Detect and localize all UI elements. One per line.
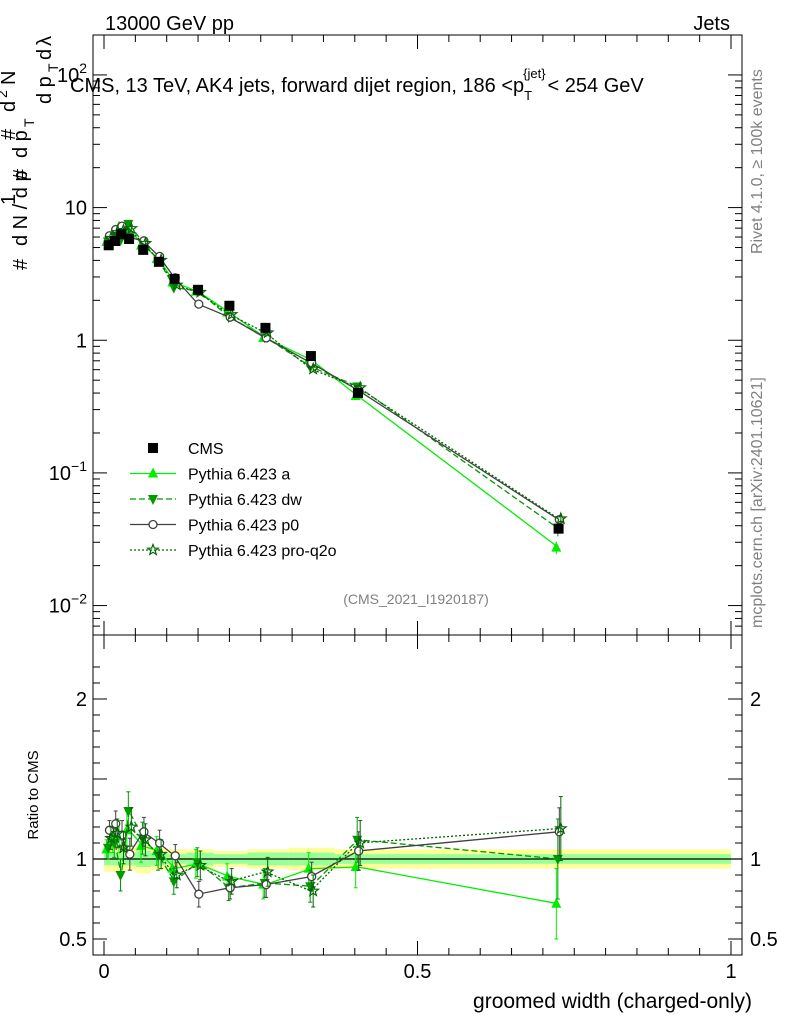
legend-marker-0 bbox=[148, 443, 158, 453]
ratio-y-tick-label-right: 0.5 bbox=[750, 929, 778, 951]
legend-label-2: Pythia 6.423 dw bbox=[188, 492, 302, 509]
svg-text:d: d bbox=[0, 101, 20, 112]
main-y-tick-label: 10−1 bbox=[49, 458, 87, 485]
series-point bbox=[194, 299, 204, 309]
series-point bbox=[306, 361, 321, 375]
ratio-panel bbox=[93, 791, 742, 940]
cms-data-point bbox=[116, 229, 127, 240]
cms-data-point bbox=[224, 300, 235, 311]
ratio-y-tick-label-right: 1 bbox=[750, 849, 761, 871]
ratio-point bbox=[138, 832, 153, 846]
main-panel bbox=[101, 219, 568, 555]
ratio-point bbox=[115, 871, 126, 881]
x-tick-label: 0 bbox=[98, 961, 109, 983]
ratio-point bbox=[116, 840, 131, 854]
ratio-point bbox=[353, 835, 368, 849]
main-y-tick-label: 10−2 bbox=[49, 591, 87, 618]
legend-marker-2 bbox=[148, 495, 158, 505]
ratio-point bbox=[139, 827, 149, 837]
cms-data-point bbox=[193, 284, 204, 295]
ratio-y-tick-label: 2 bbox=[76, 689, 87, 711]
series-point bbox=[224, 307, 239, 321]
ratio-point bbox=[553, 821, 568, 835]
ratio-y-tick-label: 1 bbox=[76, 849, 87, 871]
ratio-point bbox=[354, 846, 364, 856]
legend-label-0: CMS bbox=[188, 441, 224, 458]
series-line-2 bbox=[108, 225, 559, 521]
cms-data-point bbox=[103, 240, 114, 251]
svg-text:N: N bbox=[0, 71, 20, 85]
cms-data-point bbox=[153, 256, 164, 267]
series-point bbox=[551, 541, 562, 552]
ratio-point bbox=[154, 846, 168, 860]
series-point bbox=[553, 511, 568, 525]
cms-data-point bbox=[109, 235, 120, 246]
header-right: Jets bbox=[693, 13, 730, 35]
plot-title: CMS, 13 TeV, AK4 jets, forward dijet reg… bbox=[70, 66, 644, 103]
svg-text:d: d bbox=[34, 49, 56, 60]
series-point bbox=[123, 219, 134, 230]
series-line-3 bbox=[108, 227, 559, 520]
svg-text:#: # bbox=[10, 168, 32, 180]
series-point bbox=[124, 221, 139, 235]
ratio-panel-frame bbox=[92, 634, 743, 956]
svg-text:d p: d p bbox=[10, 130, 32, 158]
axes-ticks: 10−2 10−1 1 10 102 0.5 0.5 1 1 2 2 0 0.5 1 bbox=[49, 34, 778, 983]
ratio-point bbox=[551, 897, 562, 908]
ratio-point bbox=[124, 819, 139, 833]
ratio-point bbox=[261, 879, 271, 890]
x-axis-label: groomed width (charged-only) bbox=[473, 990, 752, 1013]
svg-text:T: T bbox=[45, 63, 61, 72]
main-y-tick-label: 10 bbox=[65, 198, 87, 220]
svg-text:2: 2 bbox=[0, 90, 10, 98]
cms-data-point bbox=[169, 273, 180, 284]
ratio-point bbox=[224, 874, 239, 888]
ratio-point bbox=[307, 871, 317, 882]
ratio-point bbox=[110, 826, 125, 840]
legend-marker-3 bbox=[148, 519, 158, 530]
legend-label-3: Pythia 6.423 p0 bbox=[188, 518, 299, 535]
side-label-mcplots: mcplots.cern.ch [arXiv:2401.10621] bbox=[749, 377, 766, 628]
cms-data-point bbox=[553, 523, 564, 534]
ratio-point bbox=[194, 889, 204, 899]
cms-data-point bbox=[305, 351, 316, 362]
ratio-point bbox=[193, 858, 208, 872]
ratio-point bbox=[167, 862, 178, 873]
cms-data-point bbox=[352, 388, 363, 399]
ratio-y-tick-label-right: 2 bbox=[750, 689, 761, 711]
legend-marker-4 bbox=[146, 542, 160, 556]
svg-text:λ: λ bbox=[34, 36, 56, 46]
main-y-axis-label: # d N / d p 1 # d p T # d 2 N d p T d λ bbox=[0, 36, 61, 270]
main-y-tick-label: 102 bbox=[57, 60, 87, 87]
ratio-point bbox=[135, 840, 146, 851]
ratio-y-tick-label: 0.5 bbox=[59, 929, 87, 951]
svg-text:d N / d p: d N / d p bbox=[10, 170, 32, 246]
ratio-point bbox=[260, 864, 275, 878]
legend: CMS Pythia 6.423 a Pythia 6.423 dw Pythia 6… bbox=[130, 441, 337, 560]
cms-data-point bbox=[124, 233, 135, 244]
ratio-y-axis-label: Ratio to CMS bbox=[25, 750, 42, 839]
side-label-rivet: Rivet 4.1.0, ≥ 100k events bbox=[749, 69, 766, 254]
x-tick-label: 1 bbox=[725, 961, 736, 983]
ratio-point bbox=[169, 867, 184, 881]
x-tick-label: 0.5 bbox=[404, 961, 432, 983]
legend-label-1: Pythia 6.423 a bbox=[188, 467, 290, 484]
cms-data-point bbox=[260, 322, 271, 333]
legend-marker-1 bbox=[148, 467, 158, 478]
analysis-id: (CMS_2021_I1920187) bbox=[343, 591, 489, 607]
svg-text:#: # bbox=[0, 128, 20, 140]
header-left: 13000 GeV pp bbox=[105, 13, 234, 35]
svg-text:d p: d p bbox=[34, 76, 56, 104]
ratio-point bbox=[125, 849, 135, 859]
svg-text:T: T bbox=[21, 118, 37, 127]
ratio-point bbox=[170, 851, 180, 861]
series-point bbox=[261, 333, 271, 343]
legend-label-4: Pythia 6.423 pro-q2o bbox=[188, 543, 337, 560]
svg-text:#: # bbox=[10, 258, 32, 270]
ratio-point bbox=[306, 883, 321, 897]
main-y-tick-label: 1 bbox=[76, 330, 87, 352]
svg-text:1: 1 bbox=[0, 194, 20, 205]
cms-data-point bbox=[138, 244, 149, 255]
